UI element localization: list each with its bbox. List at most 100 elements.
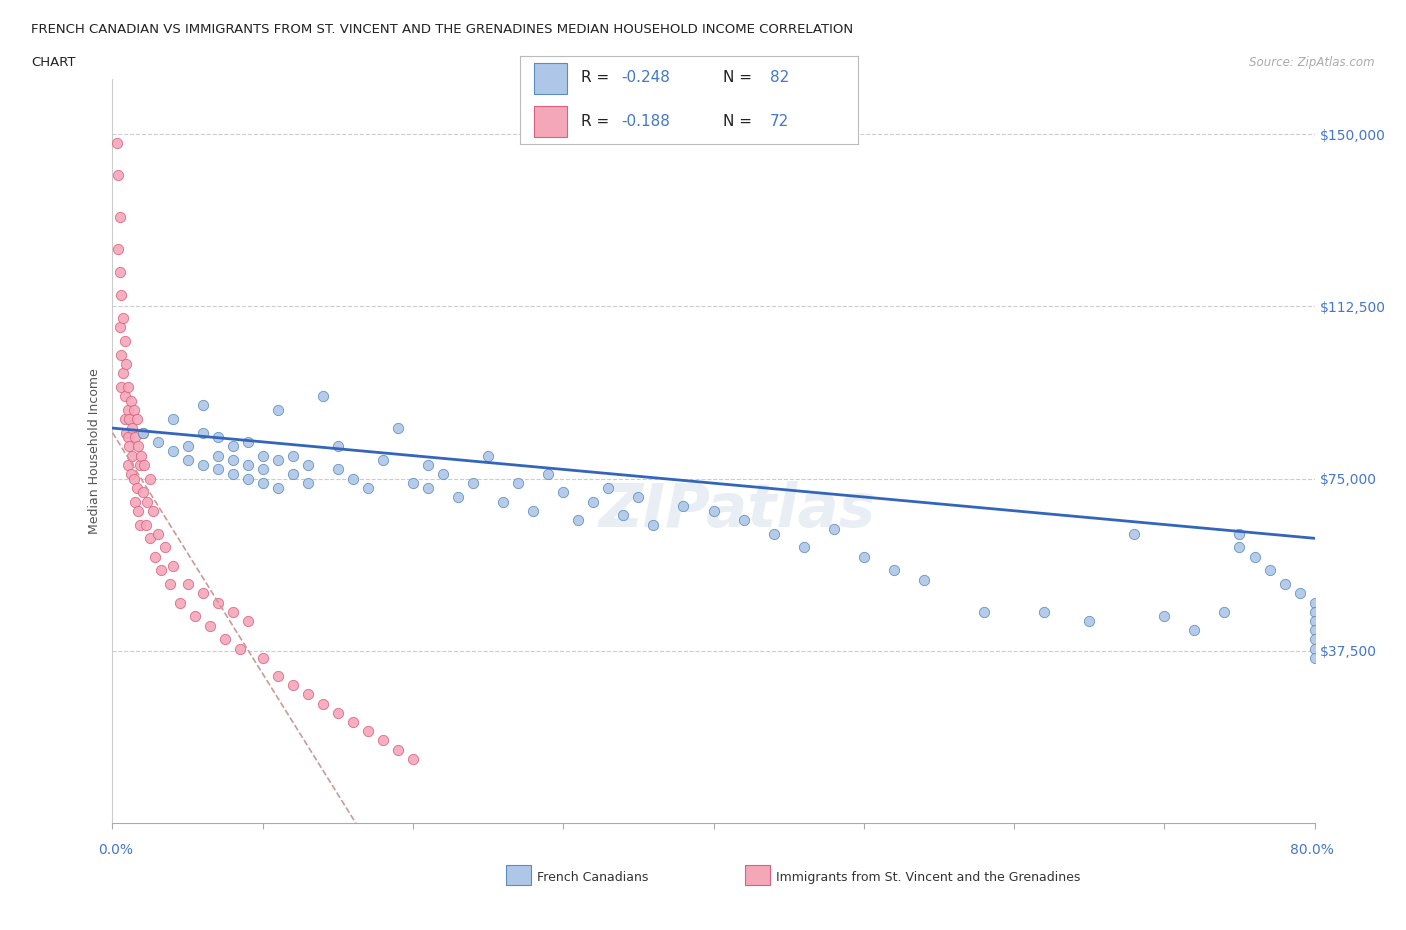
Point [477,448,499,463]
Point [124,430,146,445]
Point [149,563,172,578]
Text: Source: ZipAtlas.com: Source: ZipAtlas.com [1250,56,1375,69]
Point [120,467,142,482]
Point [1078,614,1101,629]
Point [142,503,165,518]
Text: -0.188: -0.188 [621,114,671,129]
Point [169,595,191,610]
Point [508,476,530,491]
Point [267,669,290,684]
Text: -0.248: -0.248 [621,70,671,85]
Point [110,379,132,394]
Point [131,485,153,499]
Point [146,526,169,541]
Point [1303,650,1326,665]
Point [135,517,157,532]
Text: 0.0%: 0.0% [98,843,132,857]
Point [146,434,169,449]
Point [1303,604,1326,619]
Point [1303,623,1326,638]
Point [114,411,136,426]
Point [117,403,139,418]
Point [1153,609,1175,624]
Point [537,467,560,482]
Point [191,586,214,601]
Point [129,448,152,463]
Point [222,467,245,482]
Point [326,439,349,454]
Point [159,577,181,591]
Point [432,467,454,482]
Text: N =: N = [723,70,756,85]
Point [643,517,665,532]
Point [136,494,159,509]
Point [567,512,589,527]
Point [297,687,319,702]
Point [115,356,138,371]
Point [153,540,176,555]
Point [702,503,725,518]
Point [252,650,274,665]
Point [127,439,149,454]
Point [118,411,141,426]
Point [1274,577,1296,591]
Point [1184,623,1206,638]
Point [184,609,207,624]
Point [1229,540,1251,555]
Point [222,439,245,454]
Point [139,472,162,486]
Point [733,512,755,527]
Point [108,320,131,335]
Point [297,476,319,491]
Point [111,365,134,380]
Point [281,678,304,693]
Point [252,476,274,491]
Point [162,411,184,426]
Point [553,485,575,499]
Point [1213,604,1236,619]
Point [107,242,129,257]
Point [236,614,259,629]
Text: N =: N = [723,114,756,129]
Point [1288,586,1310,601]
Point [793,540,815,555]
Point [387,420,409,435]
Point [672,498,695,513]
Point [118,439,141,454]
Point [121,420,143,435]
FancyBboxPatch shape [534,106,568,137]
Point [1033,604,1056,619]
Point [122,403,145,418]
Point [371,733,394,748]
Point [387,742,409,757]
Text: 82: 82 [770,70,789,85]
Point [402,476,425,491]
Point [252,462,274,477]
Point [267,481,290,496]
Point [598,481,620,496]
Point [1229,526,1251,541]
Point [121,448,143,463]
Point [281,467,304,482]
Point [108,209,131,224]
Point [1123,526,1146,541]
Point [117,379,139,394]
Point [125,411,148,426]
Point [342,472,364,486]
Point [207,462,229,477]
Text: CHART: CHART [31,56,76,69]
Text: 72: 72 [770,114,789,129]
Point [912,572,935,587]
Point [110,347,132,362]
Point [139,531,162,546]
Point [1303,614,1326,629]
Point [1303,595,1326,610]
Point [191,425,214,440]
Point [461,476,484,491]
Point [162,444,184,458]
Point [214,631,236,646]
Point [176,577,198,591]
Text: French Canadians: French Canadians [537,871,648,884]
Point [236,458,259,472]
Point [371,453,394,468]
